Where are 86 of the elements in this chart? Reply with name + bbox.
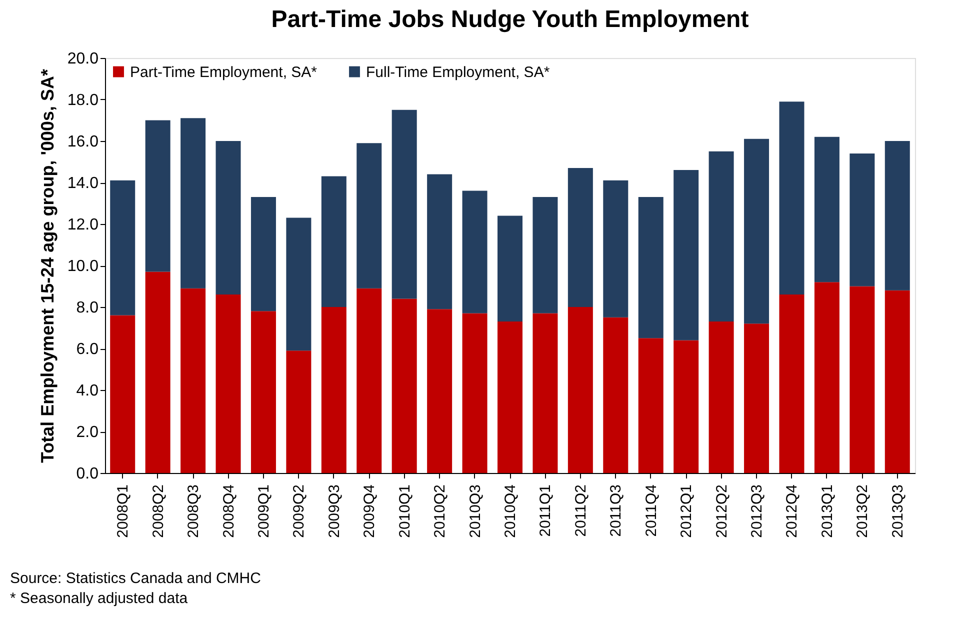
bar	[884, 141, 910, 290]
legend-label: Full-Time Employment, SA*	[366, 64, 550, 81]
bar	[708, 322, 734, 473]
bar	[427, 309, 452, 473]
bar	[603, 180, 628, 318]
bar	[814, 282, 840, 473]
y-tick-label: 8.0	[76, 300, 99, 316]
x-tick-label: 2012Q3	[748, 484, 766, 538]
bar	[145, 120, 170, 272]
y-tick-label: 10.0	[67, 258, 99, 275]
x-tick-label: 2009Q1	[255, 484, 272, 538]
bar	[532, 197, 558, 314]
bar	[250, 311, 276, 473]
bar	[603, 317, 628, 473]
text: * Seasonally adjusted data	[10, 590, 188, 607]
y-tick-label: 16.0	[67, 134, 99, 150]
x-tick-label: 2012Q4	[784, 484, 801, 538]
x-tick-label: 2008Q2	[150, 484, 167, 538]
y-axis-title: Total Employment 15-24 age group, '000s, SA*	[37, 68, 58, 464]
bar	[321, 176, 346, 307]
x-tick-label: 2009Q3	[326, 484, 343, 538]
x-tick-label: 2010Q4	[502, 484, 519, 538]
bar	[250, 197, 276, 312]
bar	[498, 322, 522, 473]
x-tick-label: 2010Q1	[396, 484, 414, 538]
bar	[638, 338, 664, 473]
x-tick-label: 2009Q4	[361, 484, 378, 538]
x-tick-label: 2008Q3	[185, 484, 202, 538]
bar	[498, 216, 522, 322]
bar	[532, 313, 558, 473]
bar	[145, 272, 170, 473]
bar	[110, 180, 136, 316]
bar	[392, 298, 417, 473]
y-tick-label: 14.0	[67, 175, 99, 192]
bar	[286, 218, 312, 351]
x-tick-label: 2013Q1	[818, 484, 836, 538]
x-tick-label: 2010Q2	[432, 484, 449, 538]
x-tick-label: 2009Q2	[290, 484, 308, 538]
bar	[356, 143, 382, 288]
bar	[744, 138, 770, 324]
bar	[568, 168, 593, 307]
bar	[462, 313, 488, 473]
bar	[779, 294, 804, 473]
bar	[321, 307, 346, 473]
x-tick-label: 2008Q1	[114, 484, 132, 538]
source-note: Source: Statistics Canada and CMHC	[10, 570, 262, 587]
bar	[216, 141, 241, 295]
x-tick-label: 2013Q3	[889, 484, 906, 538]
bar	[674, 170, 699, 340]
y-tick-label: 18.0	[67, 92, 99, 109]
x-tick-label: 2011Q1	[537, 484, 554, 537]
bar	[110, 315, 136, 473]
y-tick-label: 6.0	[76, 341, 99, 358]
bar	[216, 294, 241, 473]
bar	[427, 174, 452, 310]
bar	[850, 286, 875, 473]
bar	[884, 290, 910, 473]
bar	[638, 197, 664, 338]
y-tick-label: 2.0	[76, 424, 99, 441]
bar	[779, 102, 804, 295]
bar	[850, 153, 875, 286]
x-tick-label: 2012Q1	[678, 484, 696, 538]
bar	[462, 190, 488, 314]
bar	[744, 324, 770, 473]
bar	[392, 110, 417, 299]
y-tick-label: 4.0	[76, 382, 99, 400]
chart-title: Part-Time Jobs Nudge Youth Employment	[271, 6, 749, 33]
y-tick-label: 12.0	[67, 216, 99, 234]
x-tick-label: 2011Q4	[642, 484, 660, 537]
bar	[708, 151, 734, 322]
x-tick-label: 2011Q2	[572, 484, 590, 537]
y-tick-label: 0.0	[76, 466, 99, 482]
bar	[286, 350, 312, 473]
bar	[356, 288, 382, 473]
bar	[814, 136, 840, 282]
bar	[180, 118, 206, 288]
x-tick-label: 2012Q2	[713, 484, 730, 538]
bar	[674, 340, 699, 473]
x-tick-label: 2013Q2	[854, 484, 872, 538]
x-tick-label: 2008Q4	[220, 484, 238, 538]
x-tick-label: 2010Q3	[466, 484, 484, 538]
y-tick-label: 20.0	[67, 50, 99, 68]
x-tick-label: 2011Q3	[608, 484, 625, 537]
bar	[180, 288, 206, 473]
legend-label: Part-Time Employment, SA*	[130, 64, 318, 81]
bar	[568, 307, 593, 473]
